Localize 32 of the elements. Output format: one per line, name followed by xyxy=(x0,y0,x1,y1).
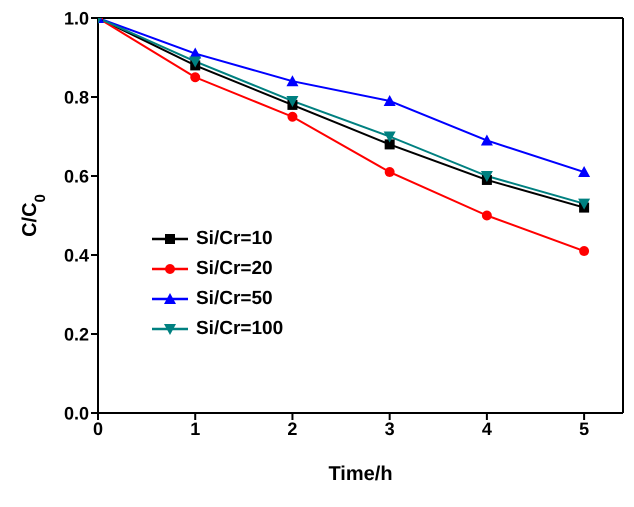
x-tick-label: 3 xyxy=(384,418,395,439)
y-tick-label: 1.0 xyxy=(64,8,89,28)
legend-label: Si/Cr=100 xyxy=(196,317,284,341)
y-tick-label: 0.6 xyxy=(64,166,89,186)
legend-label: Si/Cr=10 xyxy=(196,227,273,251)
y-tick-label: 0.0 xyxy=(64,403,89,424)
point xyxy=(190,72,200,82)
legend-label: Si/Cr=50 xyxy=(196,287,273,311)
point xyxy=(578,166,590,178)
point xyxy=(384,94,396,106)
point xyxy=(482,210,492,220)
x-tick-label: 5 xyxy=(579,418,590,439)
point xyxy=(286,96,298,107)
point xyxy=(384,167,395,178)
legend-label: Si/Cr=20 xyxy=(196,257,273,281)
point xyxy=(384,132,396,142)
y-tick-label: 0.2 xyxy=(64,324,89,344)
point xyxy=(189,56,202,68)
x-tick-label: 2 xyxy=(287,418,298,439)
point xyxy=(480,171,493,182)
y-tick-label: 0.8 xyxy=(64,87,89,108)
x-tick-label: 1 xyxy=(190,418,200,439)
point xyxy=(480,134,493,146)
point xyxy=(579,246,590,256)
x-tick-label: 4 xyxy=(482,418,492,439)
x-tick-label: 0 xyxy=(92,418,104,439)
x-axis-title: Time/h xyxy=(328,463,393,485)
point xyxy=(287,112,298,122)
point xyxy=(578,198,590,210)
y-tick-label: 0.4 xyxy=(64,245,89,266)
point xyxy=(384,139,395,150)
point xyxy=(286,75,298,86)
